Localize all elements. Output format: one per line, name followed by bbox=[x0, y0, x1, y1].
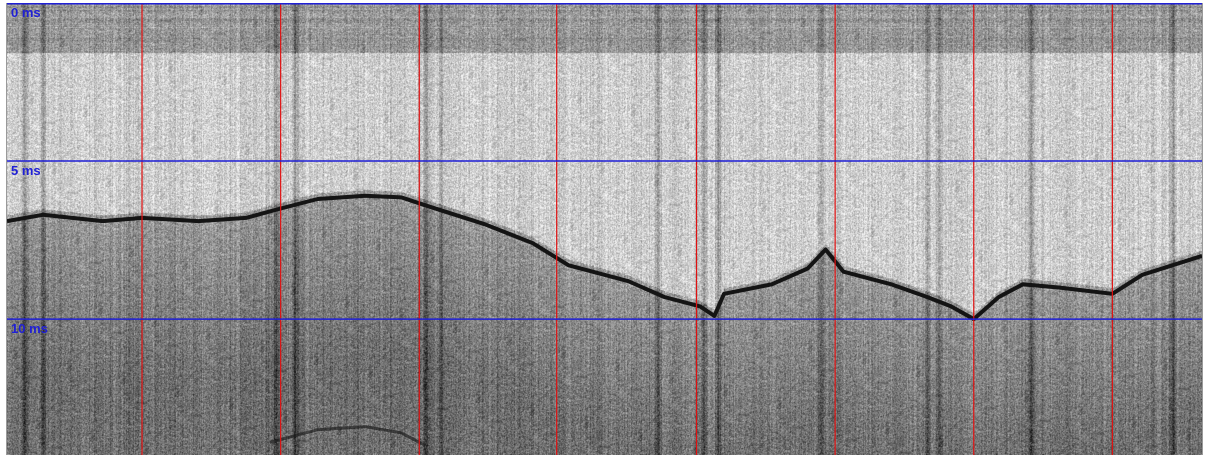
time-label-0ms: 0 ms bbox=[11, 5, 41, 20]
time-label-5ms: 5 ms bbox=[11, 163, 41, 179]
reflector-lower-arc bbox=[269, 425, 426, 447]
radargram-image bbox=[7, 3, 1202, 455]
time-label-10ms: 10 ms bbox=[11, 321, 48, 337]
radargram-overlay bbox=[7, 3, 1202, 455]
reflector-horizon bbox=[7, 193, 1202, 322]
radargram-frame: 0 ms 5 ms 10 ms bbox=[6, 3, 1203, 455]
